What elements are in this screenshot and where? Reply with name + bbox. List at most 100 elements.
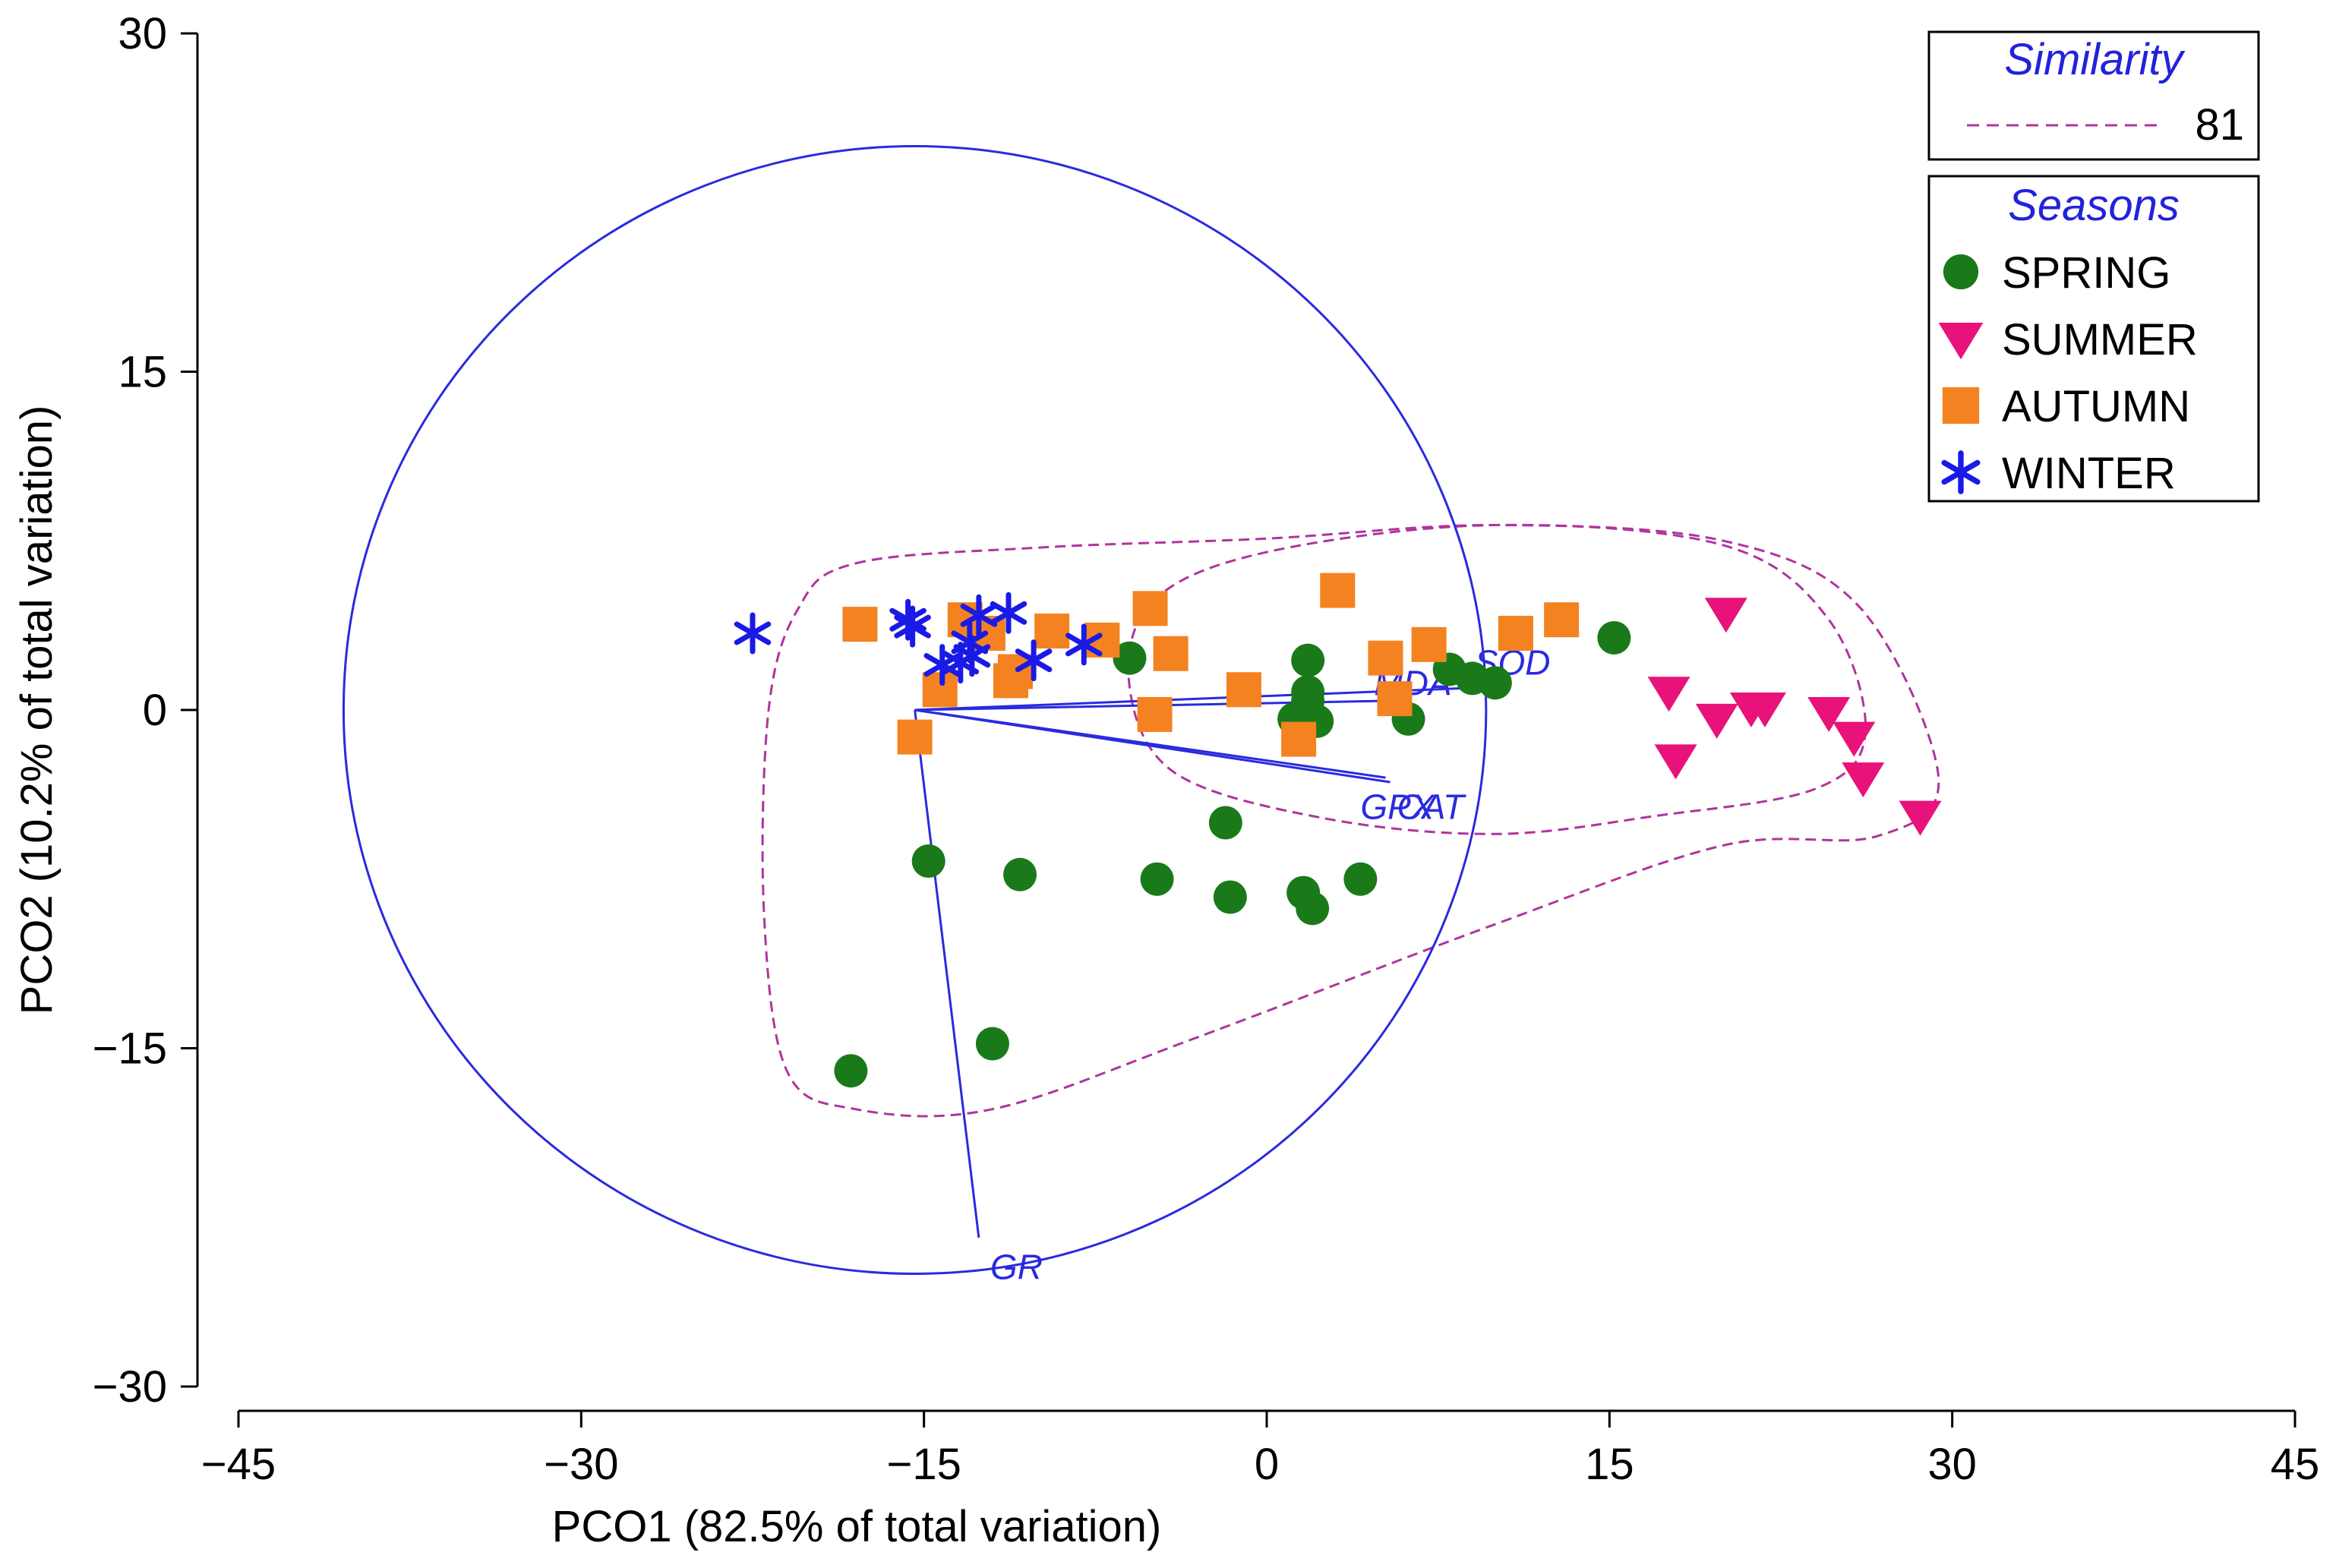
point-winter [894,605,931,648]
point-autumn [1132,591,1168,626]
point-winter [923,644,961,686]
point-summer [1832,721,1876,757]
similarity-contours [761,523,1940,1118]
point-winter-stroke [734,621,772,645]
y-axis-title: PCO2 (10.2% of total variation) [12,405,62,1015]
point-winter [990,592,1028,634]
point-summer [1647,677,1690,712]
point-autumn [1544,602,1580,638]
point-autumn [1281,721,1317,757]
vector-label-gpx: GPX [1360,787,1435,827]
y-tick-label: −15 [93,1024,167,1074]
point-autumn [1034,614,1070,649]
point-spring [1291,643,1325,677]
point-winter-stroke [923,653,961,677]
point-spring [834,1054,868,1088]
similarity-contour-inner [1127,523,1867,835]
point-autumn [1368,640,1403,676]
point-autumn [1498,616,1533,651]
similarity-legend-value: 81 [2195,100,2244,150]
point-autumn [842,607,878,642]
legend-label-winter: WINTER [2002,449,2176,498]
point-summer [1743,693,1786,728]
legend-label-spring: SPRING [2002,248,2170,298]
seasons-legend: Seasons SPRING SUMMER AUTUMN WINTER [1927,175,2260,503]
x-tick-label: 45 [2271,1440,2320,1489]
x-tick-label: −30 [544,1440,618,1489]
point-spring [911,844,945,878]
point-winter [951,621,989,664]
point-winter-stroke [960,603,998,627]
point-winter [1015,639,1053,682]
y-ticks: 30 15 0 −15 −30 [93,9,197,1412]
point-spring [1003,857,1037,891]
correlation-circle-layer [342,145,1488,1275]
seasons-legend-items: SPRING SUMMER AUTUMN WINTER [1938,248,2198,498]
legend-marker-spring [1943,254,1979,290]
seasons-legend-title: Seasons [2008,181,2180,230]
x-tick-label: 15 [1585,1440,1634,1489]
point-summer [1704,598,1747,633]
point-autumn [1226,672,1261,708]
point-winter [960,594,998,636]
y-tick-label: 15 [118,348,167,397]
point-summer [1807,696,1851,732]
x-tick-label: 30 [1927,1440,1977,1489]
point-winter [734,612,772,655]
x-ticks: −45 −30 −15 0 15 30 45 [201,1411,2319,1489]
point-winter-stroke [990,601,1028,625]
point-summer [1842,762,1885,798]
point-summer [1654,744,1697,780]
point-spring [975,1027,1009,1061]
point-summer [1899,800,1942,836]
y-tick-label: 0 [143,686,167,735]
point-autumn [1377,681,1413,717]
point-spring [1478,666,1512,700]
vector-label-gr: GR [990,1248,1043,1287]
axes: −45 −30 −15 0 15 30 45 30 15 0 −15 −30 PCO1 (82.5%… [12,9,2319,1551]
point-autumn [1153,636,1189,671]
point-spring [1208,806,1242,840]
vector-cat [914,708,1391,784]
point-winter [1065,623,1103,666]
correlation-circle [342,145,1488,1275]
data-points [734,573,1942,1088]
legend-marker-winter [1941,450,1981,494]
point-spring [1597,620,1631,655]
point-autumn [897,719,933,755]
similarity-legend-box [1927,30,2260,161]
legend-marker-winter-stroke [1941,459,1981,485]
similarity-contour-outer [761,523,1940,1118]
legend-marker-summer [1938,323,1984,360]
legend: Similarity 81 Seasons SPRING SUMMER AUTUMN… [1927,30,2260,503]
vector-label-cat: CAT [1397,787,1466,827]
x-tick-label: 0 [1255,1440,1279,1489]
point-spring [1140,862,1174,896]
legend-label-summer: SUMMER [2002,315,2198,364]
similarity-legend: Similarity 81 [1927,30,2260,161]
point-spring [1296,891,1330,926]
legend-marker-autumn [1942,386,1980,424]
vector-gr [914,709,980,1238]
point-winter-stroke [889,607,927,632]
point-winter-stroke [951,630,989,655]
point-autumn [1411,626,1447,662]
point-winter-stroke [1015,648,1053,673]
point-winter-stroke [1065,633,1103,657]
x-axis-title: PCO1 (82.5% of total variation) [552,1502,1162,1551]
y-tick-label: 30 [118,9,167,58]
point-autumn [1320,573,1356,608]
y-tick-label: −30 [93,1362,167,1412]
x-tick-label: −15 [886,1440,961,1489]
x-tick-label: −45 [201,1440,276,1489]
point-spring [1113,641,1147,675]
point-summer [1695,703,1738,739]
point-autumn [1137,696,1173,732]
point-winter-stroke [894,614,931,639]
seasons-legend-box [1927,175,2260,503]
point-spring [1343,862,1378,896]
legend-label-autumn: AUTUMN [2002,382,2190,431]
